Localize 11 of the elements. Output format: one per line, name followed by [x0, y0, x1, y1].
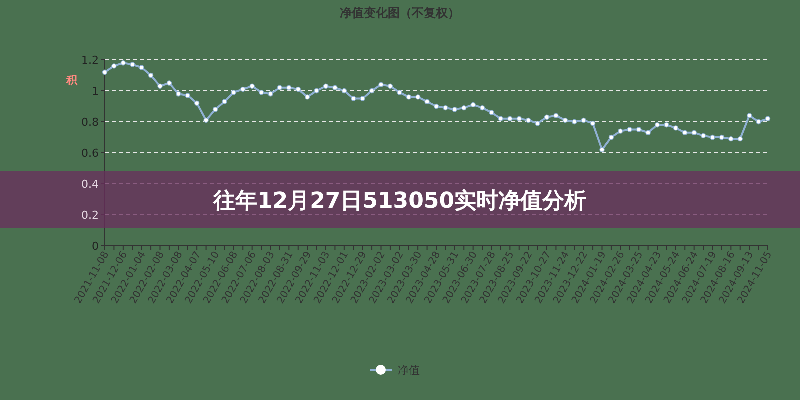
y-axis-title: 积: [66, 74, 78, 87]
y-tick-label: 1.2: [82, 54, 99, 67]
y-tick-label: 0.2: [82, 209, 99, 222]
chart-title: 净值变化图（不复权）: [340, 6, 460, 20]
y-tick-label: 0.6: [82, 147, 99, 160]
y-tick-label: 0.4: [82, 178, 99, 191]
annotation: 往年12月27日513050实时净值分析: [212, 188, 587, 214]
legend-label: 净值: [398, 364, 420, 377]
y-tick-label: 1: [92, 85, 99, 98]
y-tick-label: 0.8: [82, 116, 99, 129]
y-tick-label: 0: [92, 240, 99, 253]
